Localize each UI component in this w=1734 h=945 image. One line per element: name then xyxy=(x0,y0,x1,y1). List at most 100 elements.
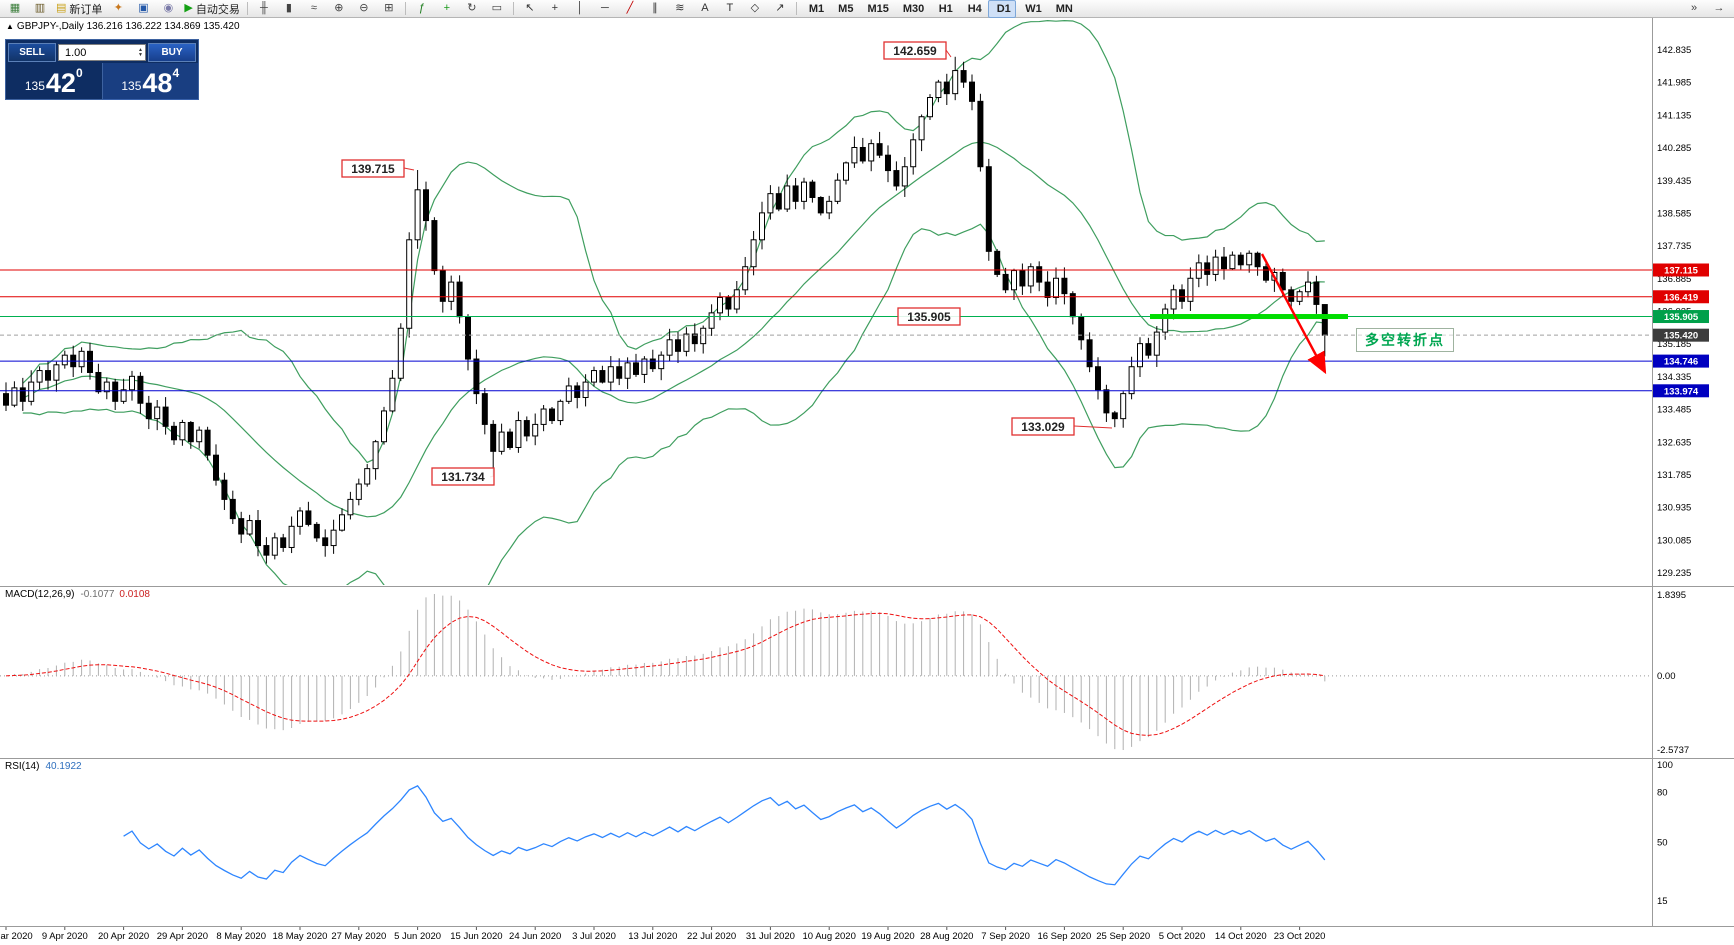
svg-text:133.974: 133.974 xyxy=(1664,386,1699,397)
annotation-note[interactable]: 多空转折点 xyxy=(1356,328,1454,352)
vertical-line-icon[interactable]: │ xyxy=(568,0,592,18)
spinner-up-icon[interactable]: ▲ xyxy=(138,46,143,53)
tf-h1-button[interactable]: H1 xyxy=(938,2,953,15)
toolbar-separator xyxy=(795,2,797,15)
bollinger-bands xyxy=(22,19,1325,585)
bar-chart-icon[interactable]: ╫ xyxy=(252,0,276,18)
cursor-icon[interactable]: ↖ xyxy=(518,0,542,18)
templates-icon[interactable]: ▭ xyxy=(485,0,509,18)
svg-text:130.935: 130.935 xyxy=(1657,503,1691,514)
add-indicator-icon[interactable]: + xyxy=(435,0,459,18)
tf-m5-button[interactable]: M5 xyxy=(838,2,854,15)
svg-text:15: 15 xyxy=(1657,896,1668,907)
label-icon[interactable]: T xyxy=(718,0,742,18)
svg-text:14 Oct 2020: 14 Oct 2020 xyxy=(1215,931,1267,942)
chart-shift-icon[interactable]: → xyxy=(1707,0,1731,18)
new-order-button[interactable]: ▤ 新订单 xyxy=(56,2,103,16)
templates-icon: ▭ xyxy=(491,2,503,14)
trendline-icon[interactable]: ╱ xyxy=(618,0,642,18)
svg-text:139.435: 139.435 xyxy=(1657,176,1691,187)
tf-h4-button[interactable]: H4 xyxy=(967,2,982,15)
tf-w1-button[interactable]: W1 xyxy=(1025,2,1042,15)
cursor-icon: ↖ xyxy=(525,2,535,14)
svg-text:8 May 2020: 8 May 2020 xyxy=(216,931,266,942)
line-chart-icon[interactable]: ≈ xyxy=(302,0,326,18)
price-label-boxes[interactable]: 142.659 139.715 135.905 133.029 131.734 xyxy=(341,41,1113,486)
text-icon[interactable]: A xyxy=(693,0,717,18)
candles xyxy=(3,56,1328,564)
svg-text:7 Sep 2020: 7 Sep 2020 xyxy=(981,931,1030,942)
shapes-icon: ◇ xyxy=(750,2,760,14)
tf-m30-button[interactable]: M30 xyxy=(902,2,925,15)
svg-text:5 Jun 2020: 5 Jun 2020 xyxy=(394,931,441,942)
tile-windows-icon[interactable]: ⊞ xyxy=(377,0,401,18)
svg-text:135.420: 135.420 xyxy=(1664,331,1698,342)
tf-mn-button[interactable]: MN xyxy=(1055,2,1073,15)
autotrading-button[interactable]: ▶ 自动交易 xyxy=(184,2,240,16)
zoom-out-icon[interactable]: ⊖ xyxy=(352,0,376,18)
spinner-down-icon[interactable]: ▼ xyxy=(138,51,143,58)
arrow-tool-icon[interactable]: ↗ xyxy=(768,0,792,18)
navigator-icon: ✦ xyxy=(113,2,124,14)
chart-title: ▲ GBPJPY-,Daily 136.216 136.222 134.869 1… xyxy=(6,21,240,32)
horizontal-line-objects[interactable] xyxy=(0,269,1652,392)
symbol-arrow-icon: ▲ xyxy=(6,22,14,31)
svg-text:22 Jul 2020: 22 Jul 2020 xyxy=(687,931,736,942)
bar-chart-icon: ╫ xyxy=(259,2,268,14)
tf-m15-button[interactable]: M15 xyxy=(867,2,889,15)
metaeditor-icon[interactable]: ◉ xyxy=(156,0,180,18)
zoom-in-icon: ⊕ xyxy=(334,2,344,14)
svg-text:15 Jun 2020: 15 Jun 2020 xyxy=(450,931,502,942)
svg-text:134.746: 134.746 xyxy=(1664,357,1698,368)
channel-icon: ∥ xyxy=(652,2,658,14)
auto-scroll-icon[interactable]: » xyxy=(1682,0,1706,18)
svg-text:31 Mar 2020: 31 Mar 2020 xyxy=(0,931,33,942)
svg-text:28 Aug 2020: 28 Aug 2020 xyxy=(920,931,973,942)
fibonacci-icon[interactable]: ≋ xyxy=(668,0,692,18)
shapes-icon[interactable]: ◇ xyxy=(743,0,767,18)
candlestick-chart-icon: ▮ xyxy=(285,2,292,14)
new-order-button: ▤ xyxy=(56,2,67,14)
text-icon: A xyxy=(701,2,709,14)
periodicity-icon[interactable]: ↻ xyxy=(460,0,484,18)
trend-arrow[interactable] xyxy=(1260,253,1327,375)
svg-text:24 Jun 2020: 24 Jun 2020 xyxy=(509,931,561,942)
macd-panel[interactable]: 1.8395 0.00 -2.5737 xyxy=(0,590,1689,756)
horizontal-line-icon[interactable]: ─ xyxy=(593,0,617,18)
svg-text:135.905: 135.905 xyxy=(1664,312,1699,323)
svg-text:-2.5737: -2.5737 xyxy=(1657,745,1689,756)
terminal-icon[interactable]: ▣ xyxy=(131,0,155,18)
svg-text:135.905: 135.905 xyxy=(907,310,951,324)
tf-d1-button[interactable]: D1 xyxy=(988,0,1017,18)
buy-price[interactable]: 135 48 4 xyxy=(102,63,198,100)
sell-price[interactable]: 135 42 0 xyxy=(24,66,83,99)
new-chart-icon[interactable]: ▦ xyxy=(3,0,27,18)
svg-text:9 Apr 2020: 9 Apr 2020 xyxy=(42,931,88,942)
volume-field[interactable]: 1.00 ▲ ▼ xyxy=(58,44,146,61)
candlestick-chart-icon[interactable]: ▮ xyxy=(277,0,301,18)
tf-m1-button[interactable]: M1 xyxy=(808,2,825,15)
buy-button[interactable]: BUY xyxy=(148,43,196,62)
volume-spinner[interactable]: ▲ ▼ xyxy=(138,46,143,58)
rsi-panel[interactable]: 100 80 50 15 xyxy=(123,760,1673,907)
svg-text:27 May 2020: 27 May 2020 xyxy=(331,931,386,942)
panel-separators[interactable] xyxy=(0,18,1734,927)
svg-text:136.419: 136.419 xyxy=(1664,292,1698,303)
svg-text:137.735: 137.735 xyxy=(1657,241,1691,252)
indicators-icon[interactable]: ƒ xyxy=(410,0,434,18)
sell-button[interactable]: SELL xyxy=(8,43,56,62)
profiles-icon[interactable]: ▥ xyxy=(28,0,52,18)
toolbar-separator xyxy=(246,2,248,15)
navigator-icon[interactable]: ✦ xyxy=(106,0,130,18)
support-segment[interactable] xyxy=(1150,314,1348,320)
auto-scroll-icon: » xyxy=(1690,2,1698,14)
price-axis[interactable]: 142.835 141.985 141.135 140.285 139.435 138.5… xyxy=(1653,45,1709,579)
svg-text:5 Oct 2020: 5 Oct 2020 xyxy=(1159,931,1205,942)
main-chart-plot[interactable]: 142.659 139.715 135.905 133.029 131.734 xyxy=(0,19,1652,678)
svg-text:137.115: 137.115 xyxy=(1664,265,1699,276)
zoom-in-icon[interactable]: ⊕ xyxy=(327,0,351,18)
time-axis[interactable]: 31 Mar 2020 9 Apr 2020 20 Apr 2020 29 Apr 2… xyxy=(0,926,1325,942)
channel-icon[interactable]: ∥ xyxy=(643,0,667,18)
crosshair-icon[interactable]: + xyxy=(543,0,567,18)
